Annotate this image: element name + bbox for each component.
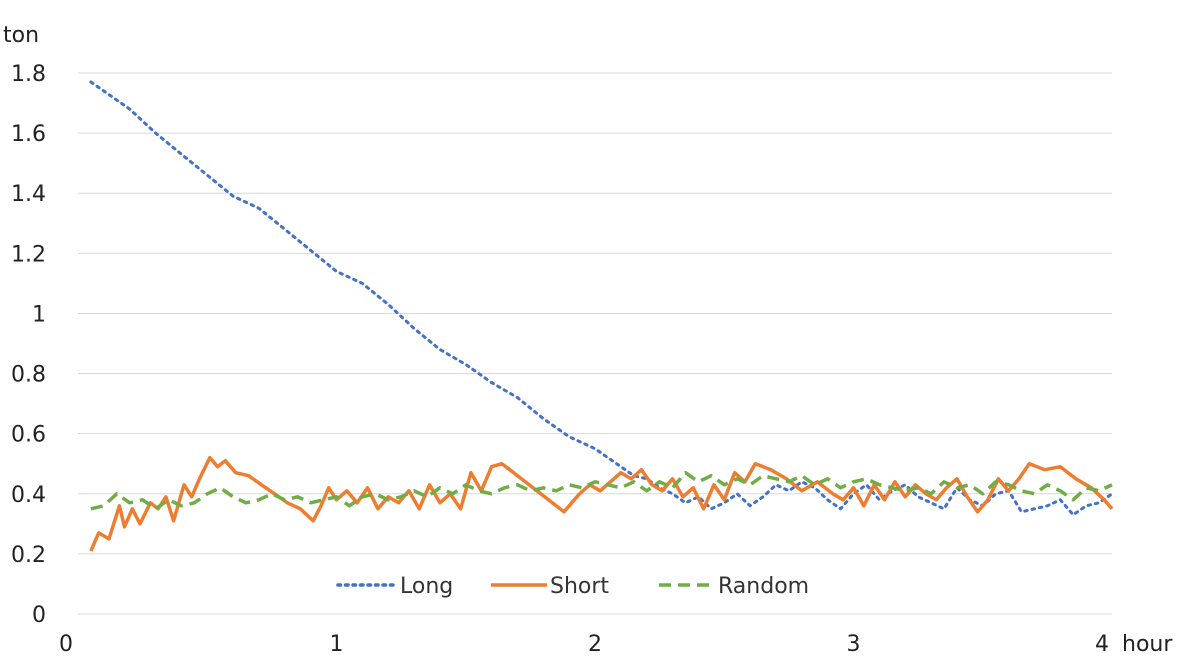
x-tick-label: 0 (59, 632, 73, 657)
axis-layer: ton hour 0 0.2 0.4 0.6 0.8 1 1.2 1.4 1.6 1.8 0 1 2 3 4 (3, 23, 1173, 657)
legend-label-random: Random (718, 574, 809, 599)
series-layer (89, 80, 1114, 552)
legend: Long Short Random (336, 574, 809, 599)
series-line-long (89, 80, 1114, 517)
y-tick-label: 1.6 (11, 122, 46, 147)
y-tick-label: 0.2 (11, 543, 46, 568)
grid-layer (78, 72, 1112, 615)
y-tick-label: 1.8 (11, 62, 46, 87)
legend-label-short: Short (550, 574, 609, 599)
x-tick-label: 1 (330, 632, 344, 657)
x-tick-label: 2 (588, 632, 602, 657)
x-tick-label: 3 (847, 632, 861, 657)
y-tick-label: 1.4 (11, 182, 46, 207)
y-tick-label: 0.8 (11, 363, 46, 388)
y-tick-label: 0.4 (11, 483, 46, 508)
legend-label-long: Long (400, 574, 453, 599)
series-line-short (89, 455, 1114, 552)
y-tick-label: 0.6 (11, 423, 46, 448)
y-tick-label: 1.2 (11, 242, 46, 267)
series-line-random (90, 470, 1113, 511)
x-tick-label: 4 (1095, 632, 1109, 657)
y-tick-label: 0 (32, 603, 46, 628)
y-tick-label: 1 (32, 302, 46, 327)
x-axis-unit-label: hour (1122, 632, 1173, 657)
y-axis-unit-label: ton (3, 23, 39, 48)
